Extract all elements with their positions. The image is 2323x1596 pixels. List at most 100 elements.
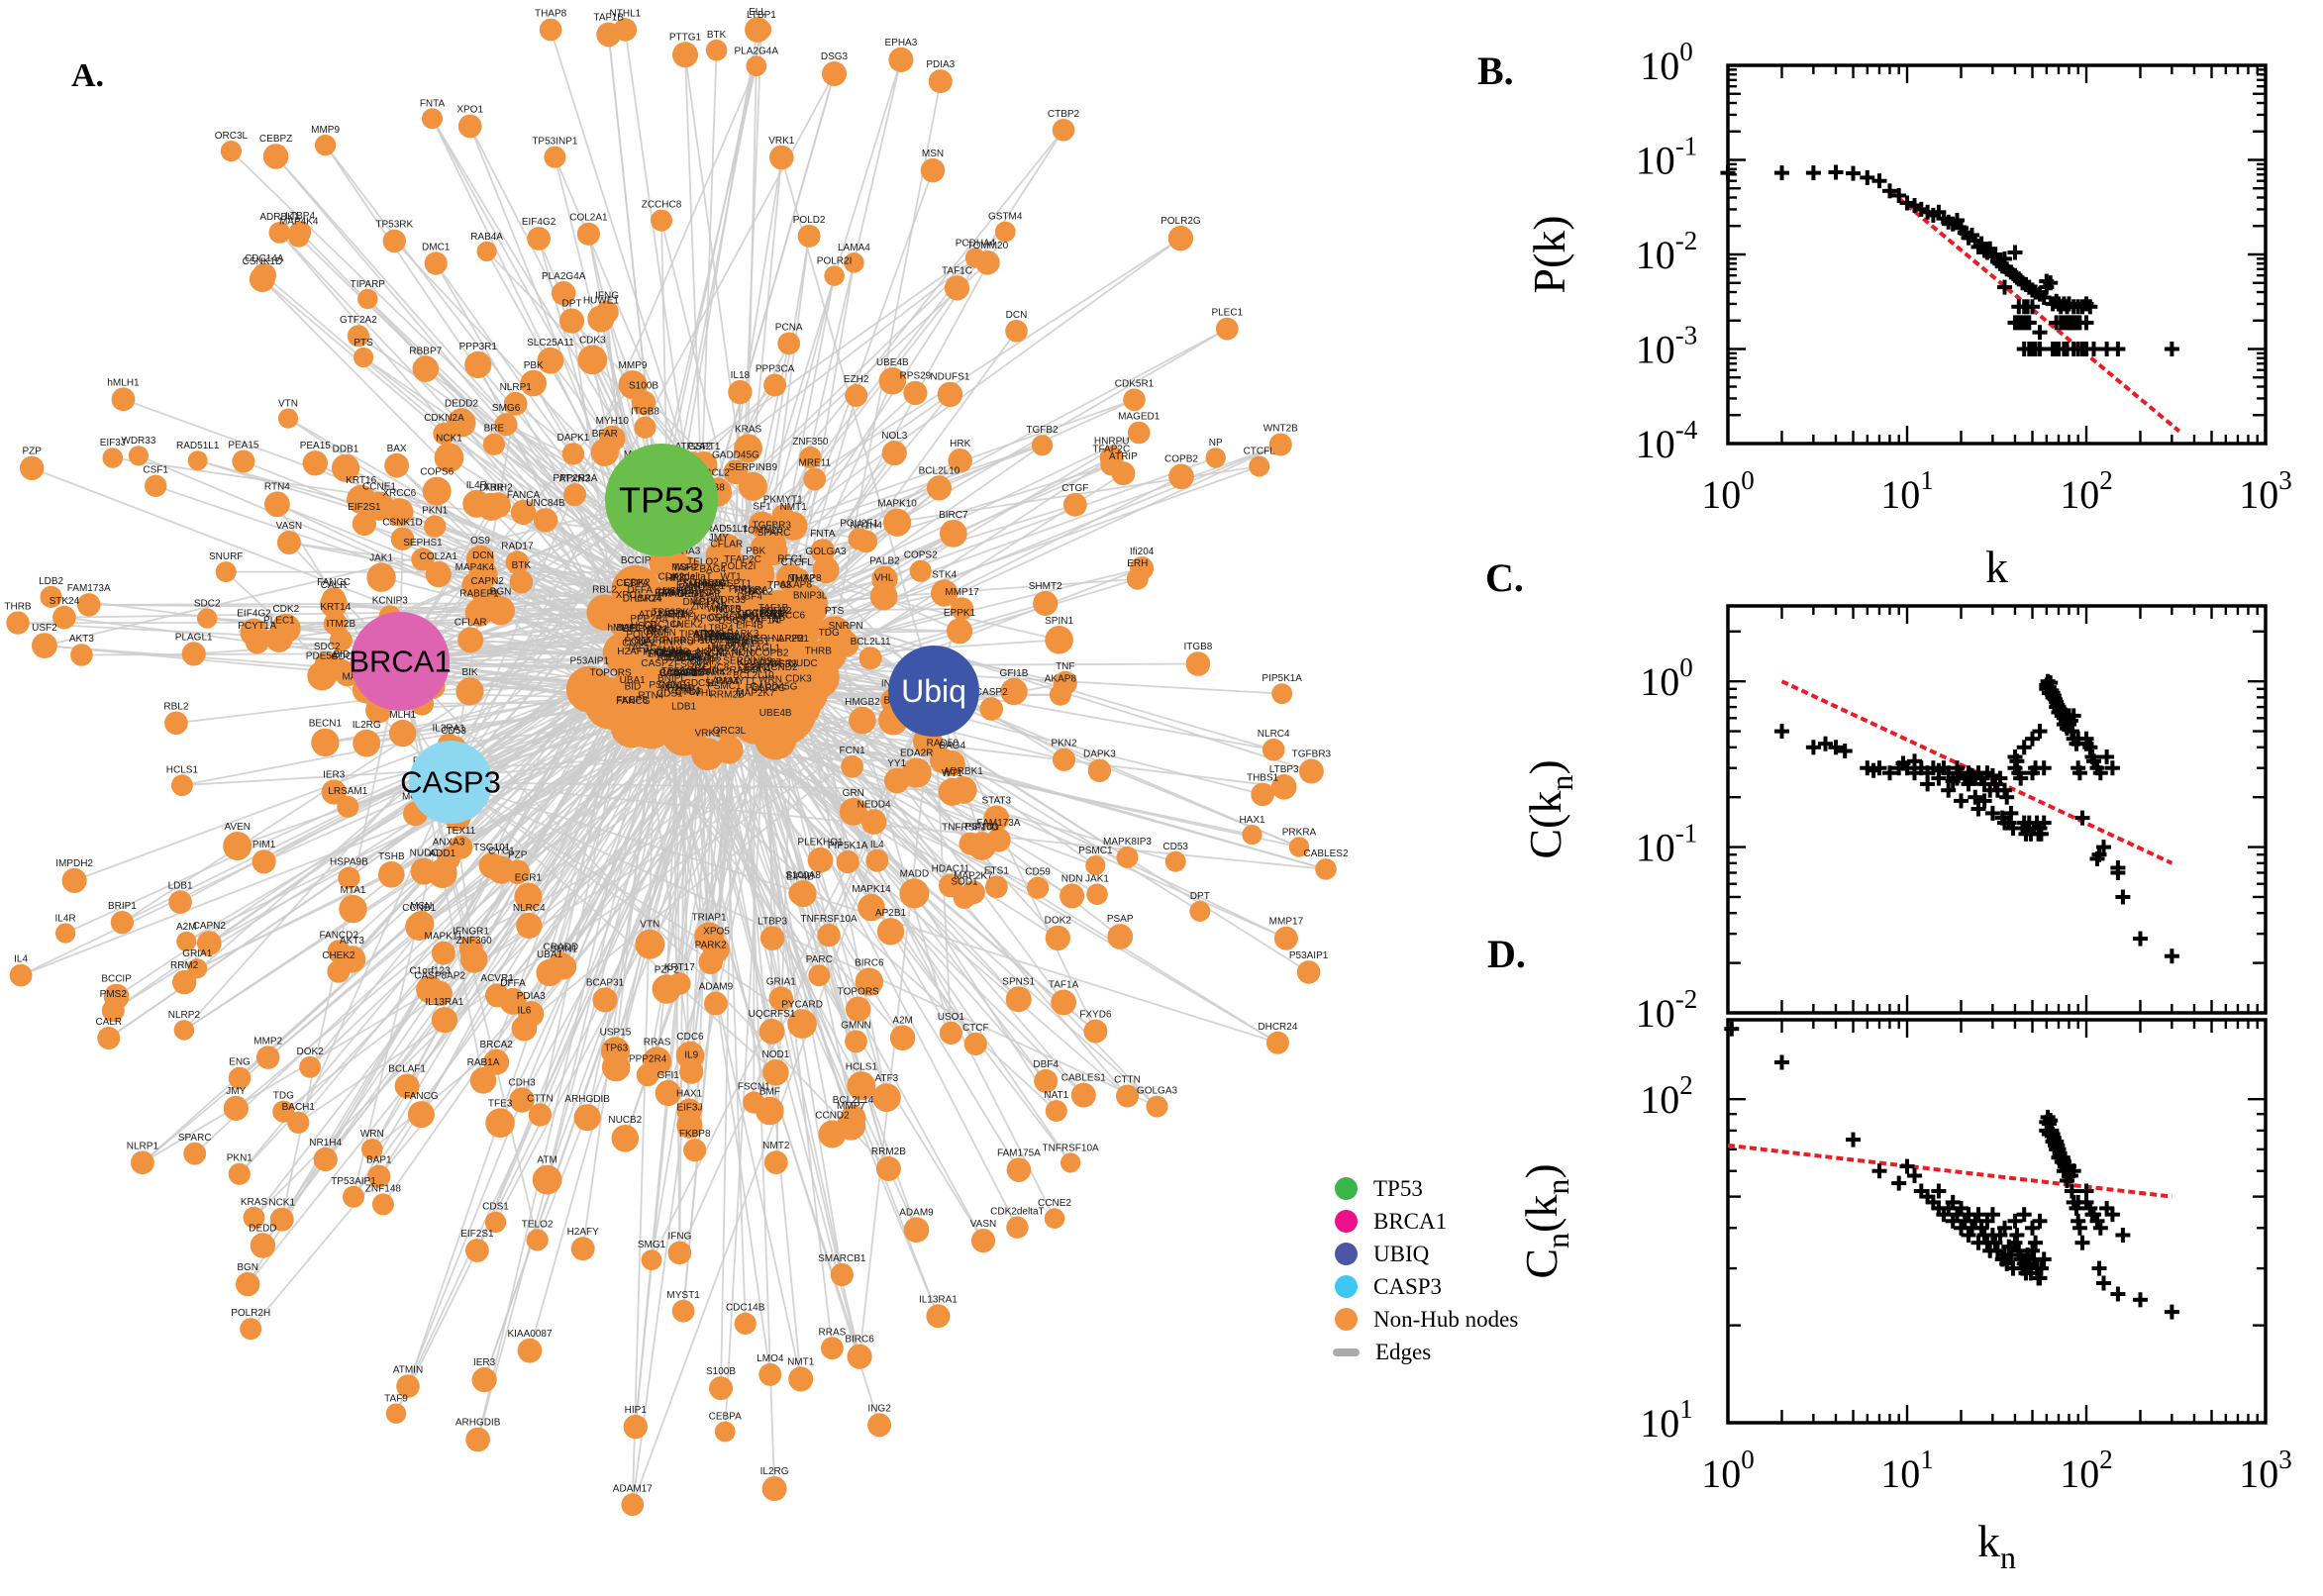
svg-text:IL2RG: IL2RG [353, 720, 381, 731]
svg-text:PRKRA: PRKRA [1282, 827, 1317, 838]
svg-text:TFAP2C: TFAP2C [724, 554, 761, 565]
network-node-labels: MLH1RAD50ATMMSH2BRCA2WT1CHEK2FANCD2EZH2T… [4, 7, 1349, 1494]
legend-item-brca1: BRCA1 [1335, 1205, 1518, 1238]
chart-c: 100 10-1 10-2 C(kn) [1520, 604, 2268, 1036]
svg-text:EIF3J: EIF3J [676, 1103, 702, 1114]
svg-text:UBE4B: UBE4B [876, 357, 909, 368]
svg-text:BIK: BIK [461, 667, 477, 678]
svg-text:GRN: GRN [843, 788, 864, 799]
svg-text:10-1: 10-1 [1636, 819, 1698, 870]
svg-text:ATMIN: ATMIN [647, 628, 676, 639]
svg-text:TAF1B: TAF1B [594, 13, 625, 24]
svg-text:OS9: OS9 [470, 536, 490, 547]
svg-text:DCN: DCN [472, 550, 494, 561]
network-hub-nodes: TP53 BRCA1 Ubiq CASP3 [349, 444, 979, 824]
svg-text:MAP4K4: MAP4K4 [455, 562, 495, 573]
svg-text:RAB1A: RAB1A [467, 1057, 500, 1068]
svg-text:PLAGL1: PLAGL1 [175, 632, 213, 643]
svg-text:TNFRSF10A: TNFRSF10A [800, 914, 858, 925]
svg-text:IFNG: IFNG [667, 1232, 691, 1243]
svg-text:PSAP: PSAP [1107, 914, 1134, 925]
svg-text:TGFBR3: TGFBR3 [1292, 749, 1332, 760]
edges-legend-dash [1333, 1347, 1360, 1356]
svg-text:NMT1: NMT1 [787, 1357, 815, 1368]
svg-text:IL9: IL9 [684, 1050, 698, 1061]
panel-a-label: A. [71, 57, 105, 94]
svg-text:CABLES1: CABLES1 [1061, 1073, 1106, 1084]
svg-text:ARHGDIB: ARHGDIB [564, 1094, 610, 1105]
svg-text:FSCN1: FSCN1 [738, 1081, 770, 1092]
svg-text:HAX1: HAX1 [1239, 815, 1265, 826]
svg-text:CEBPA: CEBPA [616, 578, 649, 589]
svg-text:DPT: DPT [1190, 891, 1210, 902]
svg-text:PLA2G4A: PLA2G4A [542, 271, 586, 282]
svg-text:NP: NP [771, 615, 785, 626]
svg-text:FAM175A: FAM175A [997, 1147, 1041, 1158]
svg-text:IL3RA1: IL3RA1 [433, 724, 466, 735]
svg-text:THRB: THRB [4, 601, 32, 612]
svg-text:POLR2G: POLR2G [746, 683, 786, 694]
svg-text:BRIP1: BRIP1 [108, 901, 137, 912]
svg-text:PTS: PTS [354, 338, 373, 349]
svg-text:THAP8: THAP8 [535, 9, 567, 20]
svg-text:LTBP1: LTBP1 [747, 10, 776, 21]
svg-text:PALB2: PALB2 [869, 556, 900, 567]
svg-text:USO1: USO1 [938, 1012, 965, 1023]
svg-text:SPARC: SPARC [178, 1133, 212, 1144]
svg-text:STK4: STK4 [932, 569, 957, 580]
svg-text:PKN2: PKN2 [1051, 739, 1077, 749]
svg-text:MMP9: MMP9 [311, 125, 340, 136]
svg-text:BCL2L11: BCL2L11 [851, 637, 891, 648]
svg-text:CDC6: CDC6 [676, 1032, 704, 1043]
chart-d-ticks [1726, 1020, 2268, 1425]
svg-text:CDS1: CDS1 [482, 1202, 509, 1213]
svg-text:RFC1: RFC1 [777, 553, 804, 564]
legend-item-label: Non-Hub nodes [1373, 1306, 1519, 1332]
svg-text:101: 101 [1640, 1394, 1693, 1446]
svg-text:THRB: THRB [805, 647, 833, 657]
svg-text:TAF1A: TAF1A [1049, 980, 1079, 991]
svg-text:CDC14B: CDC14B [726, 1303, 765, 1314]
svg-text:PARK2: PARK2 [695, 940, 727, 950]
svg-text:LDB2: LDB2 [39, 576, 63, 587]
svg-text:TDG: TDG [273, 1091, 294, 1102]
svg-text:PCYT1A: PCYT1A [238, 621, 276, 632]
svg-text:SEPHS1: SEPHS1 [403, 538, 443, 549]
svg-text:NP: NP [1209, 438, 1223, 449]
svg-text:CTTN: CTTN [1114, 1075, 1141, 1086]
svg-text:hMLH1: hMLH1 [107, 377, 140, 388]
svg-text:SNURF: SNURF [209, 551, 243, 562]
chart-c-points [1774, 673, 2179, 964]
svg-text:TSG101: TSG101 [473, 843, 511, 853]
svg-text:10-2: 10-2 [1636, 226, 1698, 277]
svg-text:GADD45G: GADD45G [712, 449, 759, 460]
svg-text:JMY: JMY [226, 1086, 246, 1097]
legend-item-label: Edges [1375, 1339, 1432, 1364]
svg-text:IER3: IER3 [323, 769, 346, 780]
svg-text:NDUFS1: NDUFS1 [930, 372, 969, 383]
svg-text:ARHGDIB: ARHGDIB [455, 1418, 501, 1429]
svg-text:CDK2deltaT: CDK2deltaT [990, 1207, 1044, 1218]
svg-text:EIF3J: EIF3J [100, 438, 126, 449]
svg-text:TOPORS: TOPORS [838, 987, 879, 998]
svg-text:BTK: BTK [512, 560, 532, 571]
svg-text:MAGED1: MAGED1 [1118, 412, 1161, 423]
svg-text:NR1H4: NR1H4 [309, 1138, 342, 1148]
svg-text:MRE11: MRE11 [798, 458, 831, 469]
svg-text:TOMM20: TOMM20 [742, 526, 783, 537]
svg-text:IL18: IL18 [731, 370, 751, 381]
brca1-legend-dot [1335, 1210, 1358, 1233]
svg-text:BRCA2: BRCA2 [480, 1040, 514, 1050]
svg-text:CTGF: CTGF [1061, 483, 1088, 494]
svg-text:HUWE1: HUWE1 [583, 295, 620, 306]
svg-text:103: 103 [2239, 1445, 2292, 1496]
svg-text:BFAR: BFAR [592, 429, 618, 440]
svg-text:PMS2: PMS2 [100, 989, 128, 1000]
svg-text:TP53INP1: TP53INP1 [532, 137, 578, 148]
svg-text:100: 100 [1701, 465, 1755, 517]
svg-text:EPHA3: EPHA3 [885, 38, 918, 49]
svg-text:ADAM17: ADAM17 [613, 1483, 653, 1494]
svg-text:PLEKHO1: PLEKHO1 [797, 838, 844, 848]
svg-text:PARC: PARC [806, 954, 833, 965]
